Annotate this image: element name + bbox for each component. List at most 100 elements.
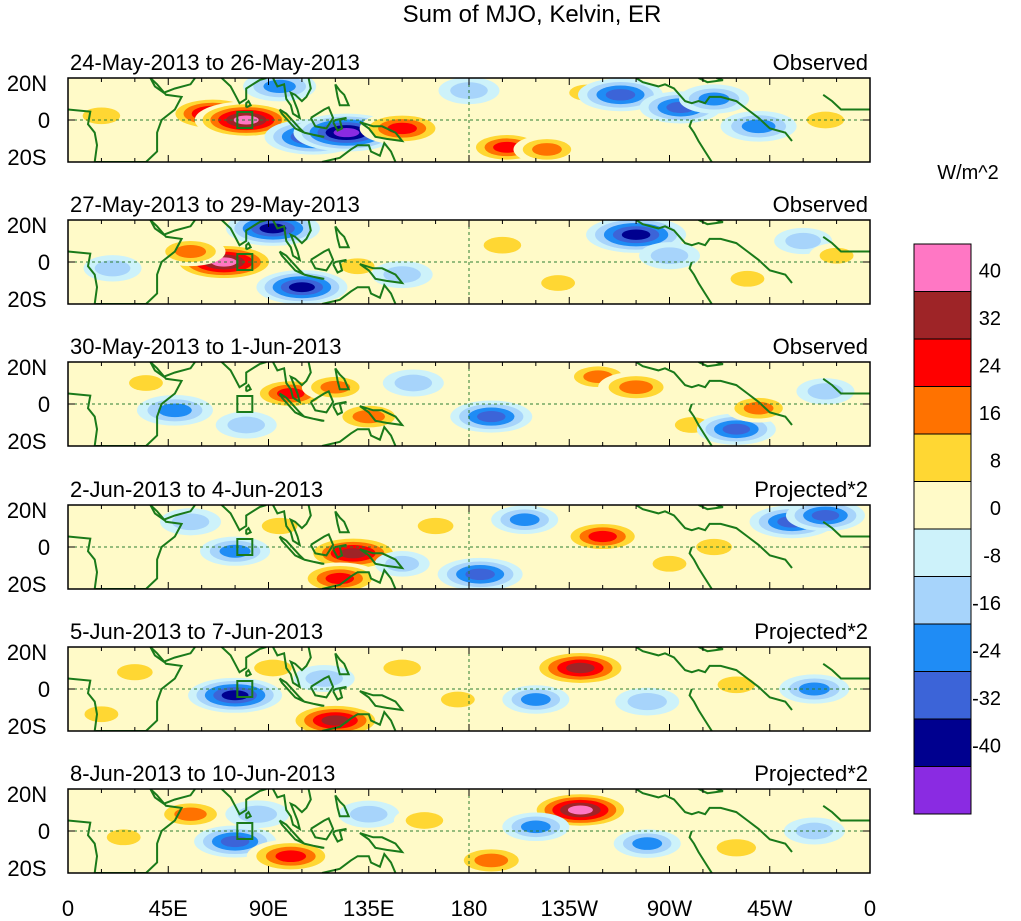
anomaly-contour [254,659,292,677]
coastline [334,367,351,391]
lat-label: 20S [7,714,46,739]
coastline [303,700,325,707]
anomaly-contour [483,236,522,254]
coastline [688,688,713,731]
coastline [272,789,312,832]
colorbar-label: 16 [979,403,1001,425]
coastline [822,377,870,395]
colorbar-label: 8 [990,451,1001,473]
coastline [309,533,335,557]
anomaly-contour [387,122,417,135]
anomaly-contour [541,275,576,291]
lat-label: 0 [38,677,50,702]
lat-label: 20N [7,355,47,380]
coastlines [68,78,870,162]
anomaly-contour [566,662,595,674]
colorbar-swatch [913,291,972,340]
coastline [303,558,325,565]
coastline [334,225,351,249]
coastline [68,78,184,162]
lat-label: 0 [38,108,50,133]
coastline [635,78,793,142]
colorbar-label: -32 [972,688,1001,710]
anomaly-contour [339,548,368,559]
anomaly-contour [465,568,495,581]
anomaly-contour [785,232,822,250]
anomaly-contour [320,380,351,394]
coastlines [68,220,870,304]
lat-label: 0 [38,250,50,275]
anomaly-contour [129,375,163,391]
anomaly-contour [696,538,732,556]
panel-type-label: Projected*2 [754,477,868,502]
anomaly-contour [567,805,593,815]
anomaly-contour [106,829,141,846]
colorbar-label: -16 [972,593,1001,615]
index-box [236,538,254,556]
coastline [206,362,267,389]
lon-label: 135E [343,896,394,921]
colorbar-label: -8 [983,546,1001,568]
coastline [359,690,405,712]
coastline [321,568,397,589]
coastline [309,390,335,414]
anomaly-contour [174,245,207,258]
panel-type-label: Observed [773,50,868,75]
coastline [688,119,713,162]
index-box [236,111,254,129]
panel-date-range: 27-May-2013 to 29-May-2013 [70,192,360,217]
index-box [236,822,254,840]
anomaly-contour [621,229,651,240]
lat-label: 20S [7,145,46,170]
anomaly-contour [650,247,689,265]
anomaly-contour [116,664,153,681]
coastline [206,647,267,674]
coastline [272,362,312,405]
lon-label: 0 [864,896,876,921]
coastline [635,647,793,711]
lon-label: 45W [747,896,792,921]
coastline [68,647,184,731]
coastline [245,383,253,393]
anomaly-contour [474,853,509,868]
coastline [635,789,793,853]
anomaly-contour [819,247,854,264]
coastline [309,106,335,130]
panel-date-range: 8-Jun-2013 to 10-Jun-2013 [70,761,335,786]
lon-label: 90W [647,896,692,921]
panel-type-label: Observed [773,334,868,359]
anomaly-contour [321,715,350,726]
coastline [334,652,351,676]
anomaly-contour [717,676,756,694]
anomaly-contour [605,89,636,101]
panel-type-label: Projected*2 [754,761,868,786]
colorbar-label: 40 [979,261,1001,283]
anomaly-contour [477,411,506,423]
lon-label: 135W [541,896,599,921]
coastline [309,248,335,272]
panel-type-label: Observed [773,192,868,217]
coastline [334,510,351,534]
coastlines [68,789,870,873]
coastline [303,415,325,422]
coastline [321,283,397,304]
colorbar-label: -40 [972,736,1001,758]
anomaly-contour [716,839,757,857]
coastline [149,647,196,663]
map-panel: 20N 0 20S 27-May-2013 to 29-May-2013 Observe… [7,192,871,312]
lat-label: 20N [7,71,47,96]
coastline [359,832,405,854]
coastline [68,505,184,589]
index-box [236,395,254,413]
colorbar-swatch [913,528,972,577]
lat-label: 20S [7,856,46,881]
anomaly-contour [383,266,421,283]
lat-label: 20N [7,213,47,238]
coastline [303,273,325,280]
lon-label: 45E [149,896,188,921]
anomaly-contour [405,812,444,829]
colorbar-swatch [913,243,972,292]
panel-date-range: 24-May-2013 to 26-May-2013 [70,50,360,75]
anomaly-contour [588,530,617,543]
